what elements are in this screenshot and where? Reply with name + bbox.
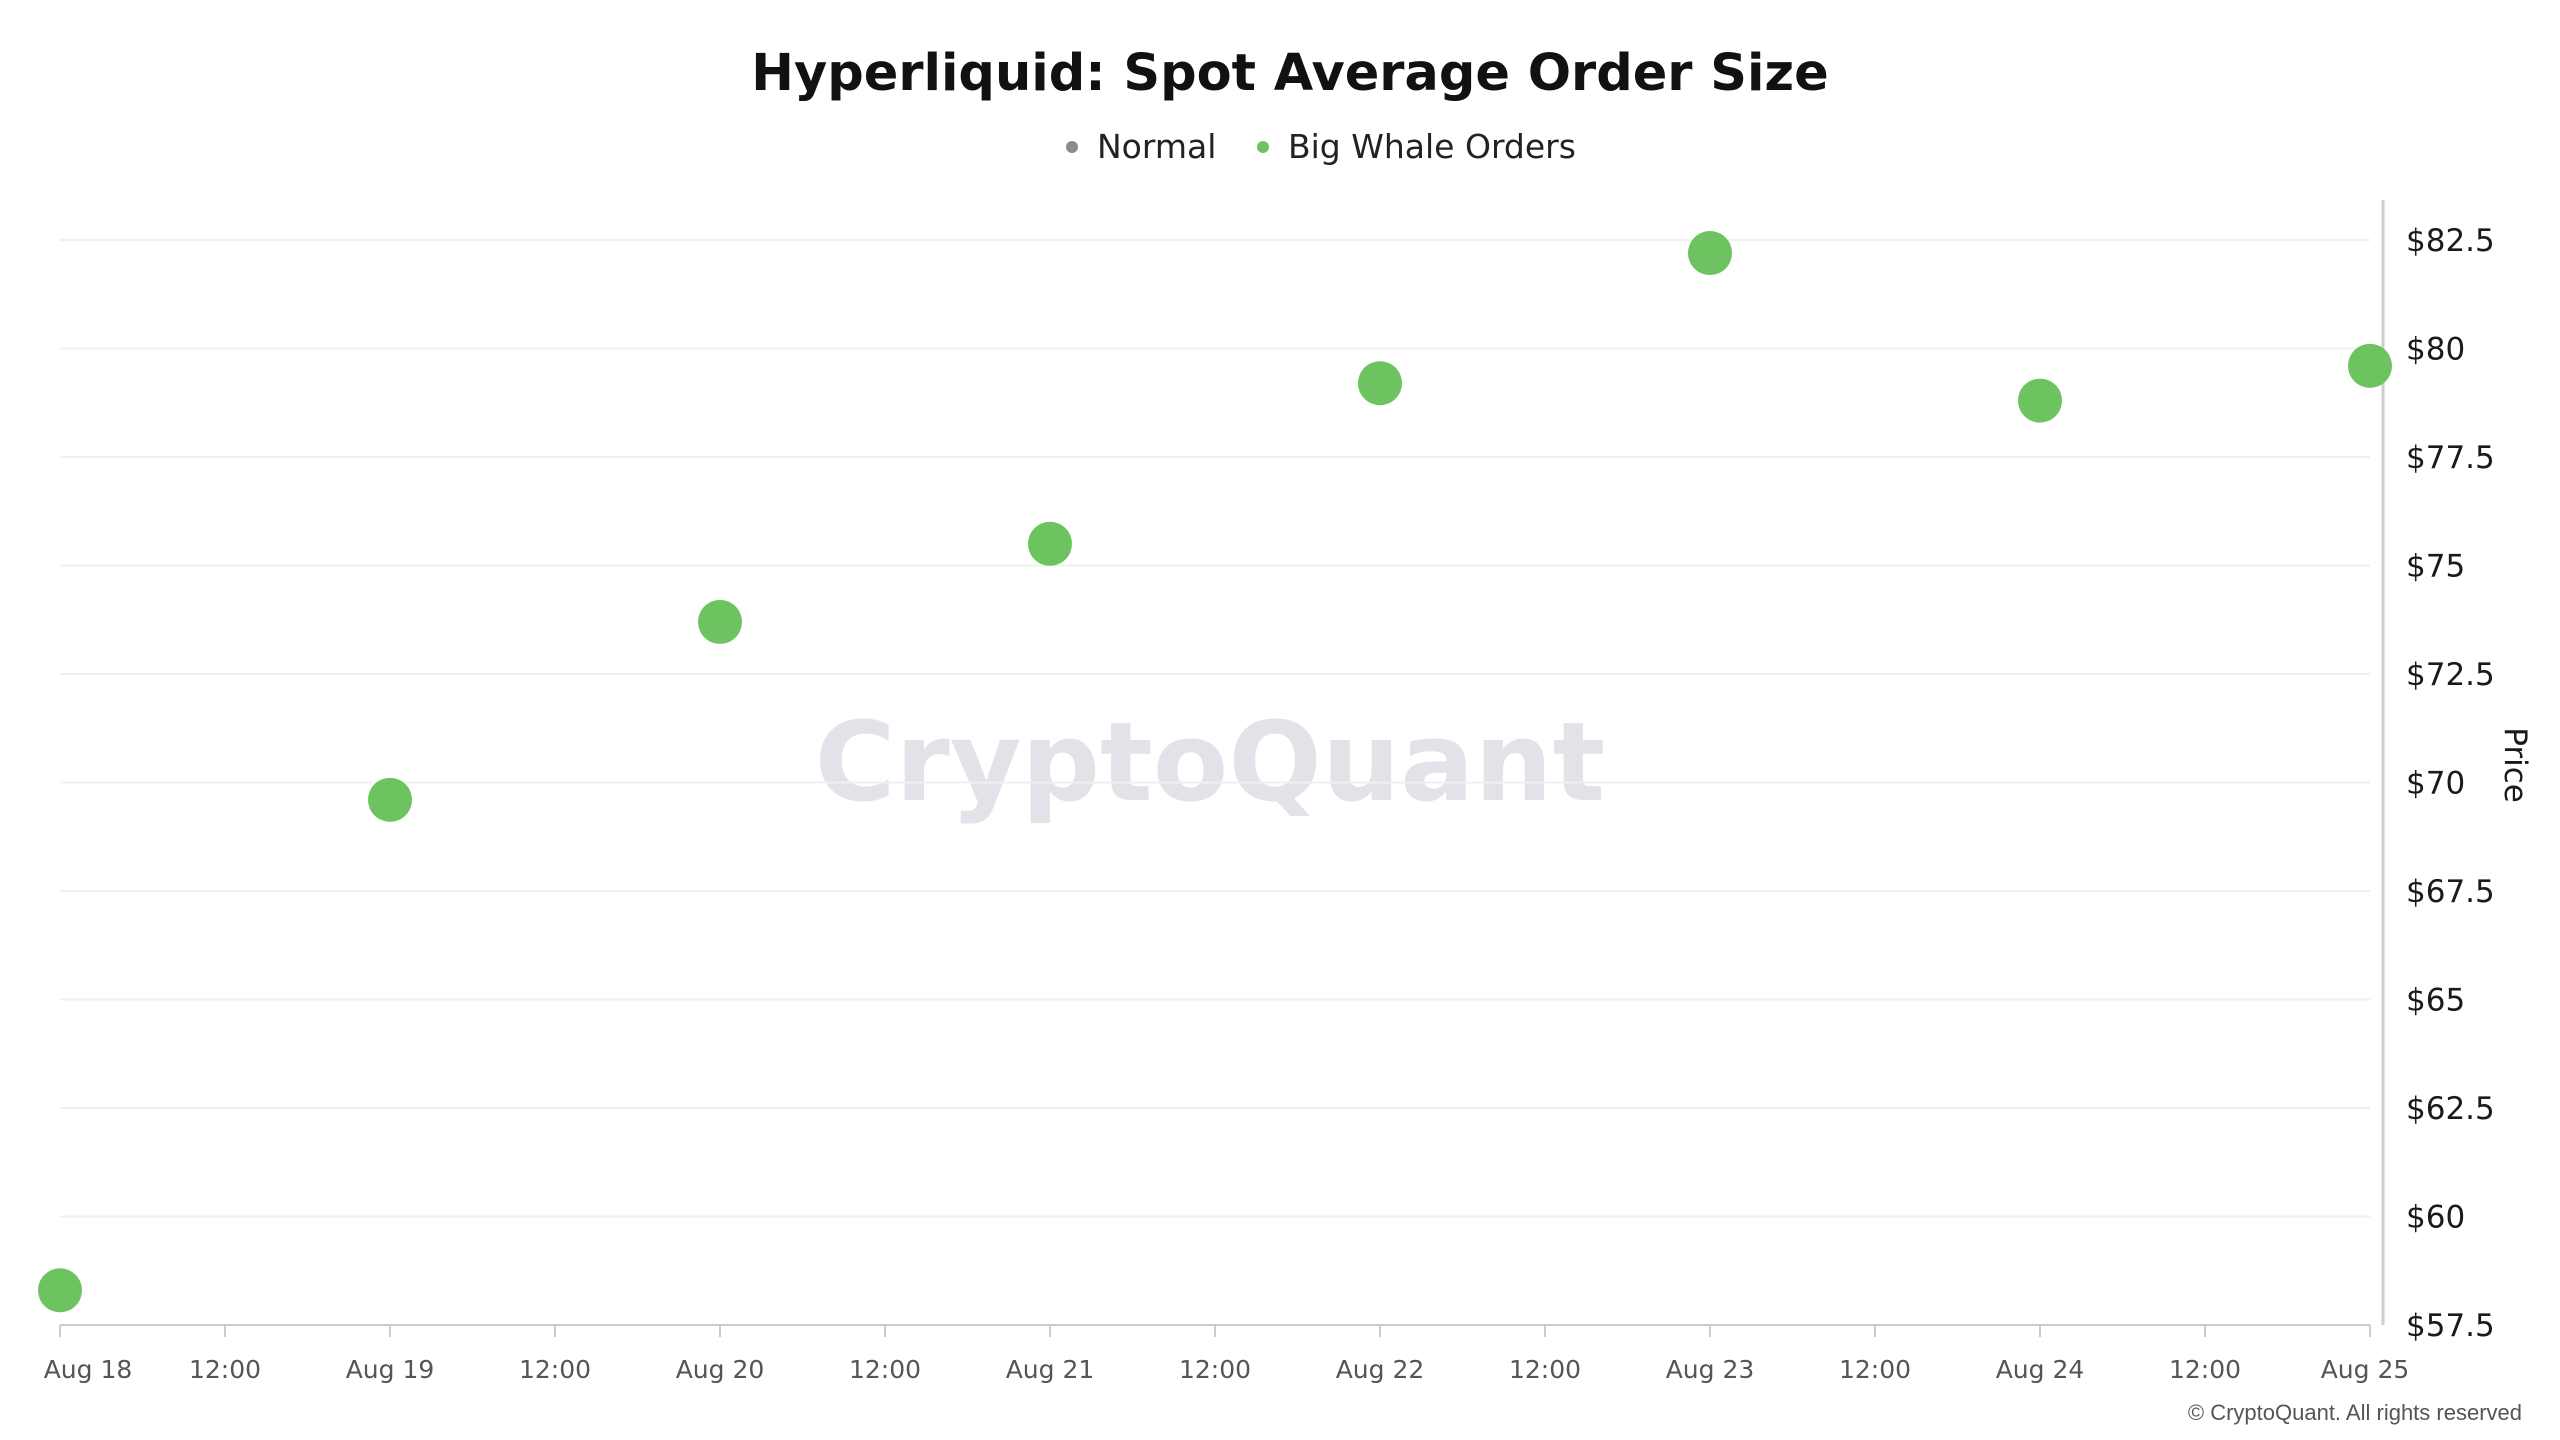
x-tick-label: 12:00 [849, 1355, 921, 1384]
data-point[interactable] [1028, 521, 1072, 566]
legend: Normal Big Whale Orders [1066, 127, 1576, 166]
legend-marker [1066, 141, 1078, 153]
x-tick-label: 12:00 [1179, 1355, 1251, 1384]
x-tick-label: Aug 19 [346, 1355, 435, 1384]
x-axis-ticks: Aug 18 12:00 Aug 19 12:00 Aug 20 12:00 Aug 21 1… [44, 1325, 2410, 1384]
y-tick-label: $70 [2406, 766, 2465, 802]
x-tick-label: 12:00 [1839, 1355, 1911, 1384]
chart-title: Hyperliquid: Spot Average Order Size [751, 44, 1828, 103]
y-axis-ticks: $57.5 $60 $62.5 $65 $67.5 $70 $72.5 $75 $77.5 $80… [2406, 223, 2495, 1344]
y-tick-label: $62.5 [2406, 1091, 2495, 1127]
data-point[interactable] [38, 1268, 82, 1313]
y-axis-label: Price [2497, 727, 2533, 803]
x-tick-label: Aug 22 [1336, 1355, 1425, 1384]
y-tick-label: $80 [2406, 332, 2465, 368]
copyright-text: © CryptoQuant. All rights reserved [2188, 1400, 2522, 1425]
data-point[interactable] [2348, 343, 2392, 388]
y-tick-label: $57.5 [2406, 1308, 2495, 1344]
y-tick-label: $75 [2406, 549, 2465, 585]
x-tick-label: Aug 20 [676, 1355, 765, 1384]
data-point[interactable] [1688, 231, 1732, 276]
y-tick-label: $65 [2406, 983, 2465, 1019]
x-tick-label: Aug 24 [1996, 1355, 2085, 1384]
legend-marker [1257, 141, 1269, 153]
x-tick-label: Aug 25 [2321, 1355, 2410, 1384]
x-tick-label: Aug 18 [44, 1355, 133, 1384]
y-tick-label: $72.5 [2406, 657, 2495, 693]
legend-label[interactable]: Normal [1097, 127, 1216, 166]
x-tick-label: Aug 23 [1666, 1355, 1755, 1384]
data-point[interactable] [698, 599, 742, 644]
data-point[interactable] [1358, 361, 1402, 406]
y-tick-label: $77.5 [2406, 440, 2495, 476]
watermark: CryptoQuant [815, 698, 1606, 826]
data-points [38, 231, 2392, 1313]
x-tick-label: 12:00 [2169, 1355, 2241, 1384]
data-point[interactable] [368, 777, 412, 822]
legend-label[interactable]: Big Whale Orders [1288, 127, 1576, 166]
x-tick-label: Aug 21 [1006, 1355, 1095, 1384]
x-tick-label: 12:00 [519, 1355, 591, 1384]
data-point[interactable] [2018, 378, 2062, 423]
y-tick-label: $82.5 [2406, 223, 2495, 259]
grid [60, 239, 2370, 1218]
x-tick-label: 12:00 [189, 1355, 261, 1384]
y-tick-label: $67.5 [2406, 874, 2495, 910]
y-tick-label: $60 [2406, 1200, 2465, 1236]
x-tick-label: 12:00 [1509, 1355, 1581, 1384]
